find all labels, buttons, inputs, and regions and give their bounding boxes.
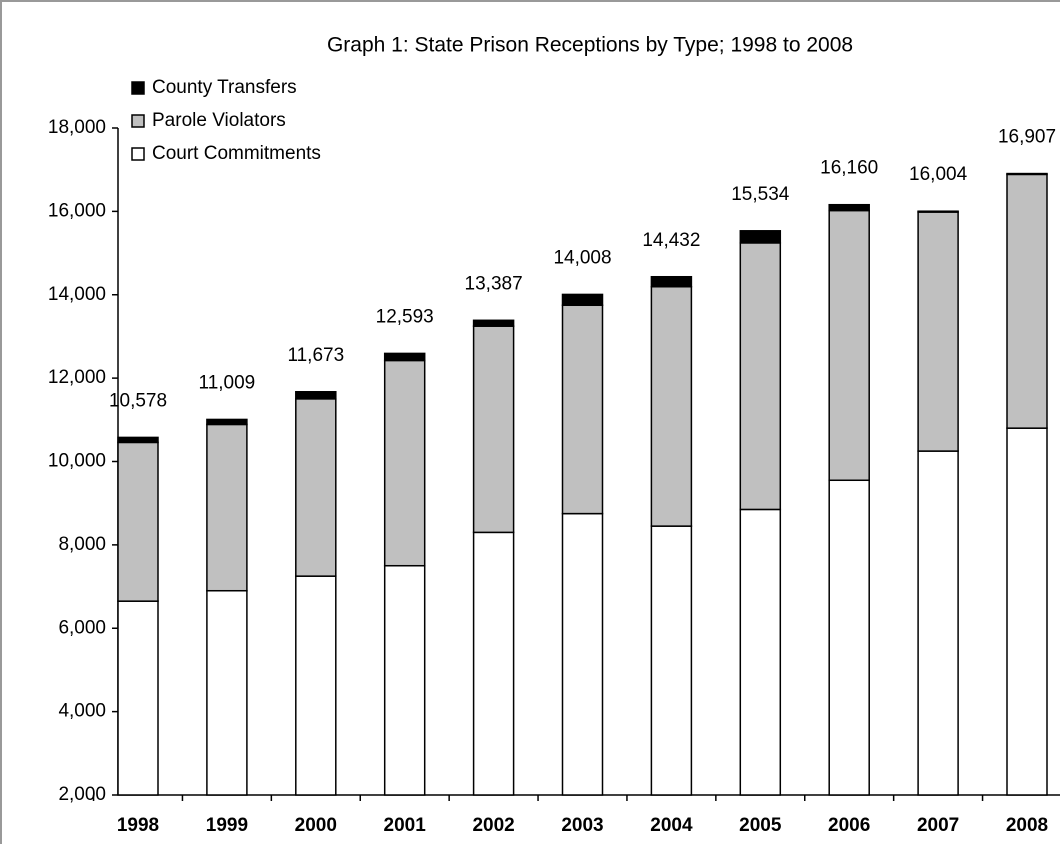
legend-swatch bbox=[131, 114, 145, 128]
bar-segment bbox=[739, 508, 782, 796]
y-tick-label: 4,000 bbox=[58, 701, 106, 722]
y-tick-label: 14,000 bbox=[48, 284, 106, 305]
bar-segment bbox=[383, 352, 426, 362]
x-tick-label: 2004 bbox=[650, 815, 693, 836]
y-tick-label: 10,000 bbox=[48, 451, 106, 472]
total-label: 14,432 bbox=[642, 230, 700, 251]
bar-segment bbox=[917, 211, 959, 452]
bar-segment bbox=[1006, 173, 1048, 429]
bar-segment bbox=[650, 285, 693, 527]
x-tick-label: 2005 bbox=[739, 815, 782, 836]
bar-segment bbox=[650, 275, 693, 288]
chart-title: Graph 1: State Prison Receptions by Type… bbox=[327, 34, 853, 57]
y-tick-label: 16,000 bbox=[48, 200, 106, 221]
total-label: 12,593 bbox=[376, 306, 434, 327]
legend-label: Parole Violators bbox=[152, 110, 286, 131]
y-tick-label: 8,000 bbox=[58, 534, 106, 555]
bar-segment bbox=[383, 564, 426, 796]
bar-segment bbox=[917, 210, 959, 213]
bar-segment bbox=[739, 230, 782, 244]
bar-segment bbox=[561, 512, 604, 796]
total-label: 15,534 bbox=[731, 184, 790, 205]
x-tick-label: 2002 bbox=[472, 815, 514, 836]
total-label: 16,907 bbox=[998, 127, 1056, 148]
total-label: 11,673 bbox=[287, 345, 344, 366]
bar-segment bbox=[828, 203, 870, 212]
total-label: 10,578 bbox=[109, 390, 167, 411]
x-tick-label: 2003 bbox=[561, 815, 603, 836]
x-tick-label: 1999 bbox=[206, 815, 248, 836]
bar-segment bbox=[650, 525, 693, 796]
bar-segment bbox=[1006, 172, 1048, 176]
legend-swatch bbox=[131, 147, 145, 161]
bar-segment bbox=[117, 600, 159, 796]
bar-segment bbox=[828, 479, 870, 796]
bar-segment bbox=[472, 325, 515, 534]
y-tick-label: 12,000 bbox=[48, 367, 106, 388]
bar-segment bbox=[295, 575, 337, 796]
legend-label: Court Commitments bbox=[152, 143, 321, 164]
bar-segment bbox=[206, 423, 248, 592]
legend-label: County Transfers bbox=[152, 77, 297, 98]
bar-segment bbox=[561, 293, 604, 307]
x-tick-label: 2000 bbox=[295, 815, 337, 836]
bar-segment bbox=[117, 441, 159, 602]
bar-segment bbox=[383, 359, 426, 567]
bar-segment bbox=[472, 319, 515, 327]
bar-segment bbox=[295, 398, 337, 577]
legend-swatch bbox=[131, 81, 145, 95]
total-label: 14,008 bbox=[553, 247, 611, 268]
total-label: 13,387 bbox=[465, 273, 523, 294]
bar-segment bbox=[472, 531, 515, 796]
bar-segment bbox=[561, 304, 604, 515]
x-tick-label: 2001 bbox=[384, 815, 427, 836]
bar-segment bbox=[739, 242, 782, 511]
bar-segment bbox=[295, 391, 337, 400]
bar-segment bbox=[206, 589, 248, 796]
x-tick-label: 2008 bbox=[1006, 815, 1048, 836]
bar-segment bbox=[206, 418, 248, 426]
total-label: 11,009 bbox=[199, 372, 256, 393]
total-label: 16,004 bbox=[909, 164, 968, 185]
y-tick-label: 6,000 bbox=[58, 617, 106, 638]
x-tick-label: 1998 bbox=[117, 815, 159, 836]
y-tick-label: 2,000 bbox=[58, 784, 106, 805]
y-tick-label: 18,000 bbox=[48, 117, 106, 138]
bar-segment bbox=[1006, 427, 1048, 796]
total-label: 16,160 bbox=[820, 158, 878, 179]
bar-segment bbox=[117, 436, 159, 444]
bar-segment bbox=[917, 450, 959, 796]
x-tick-label: 2006 bbox=[828, 815, 870, 836]
bar-segment bbox=[828, 209, 870, 482]
x-tick-label: 2007 bbox=[917, 815, 959, 836]
